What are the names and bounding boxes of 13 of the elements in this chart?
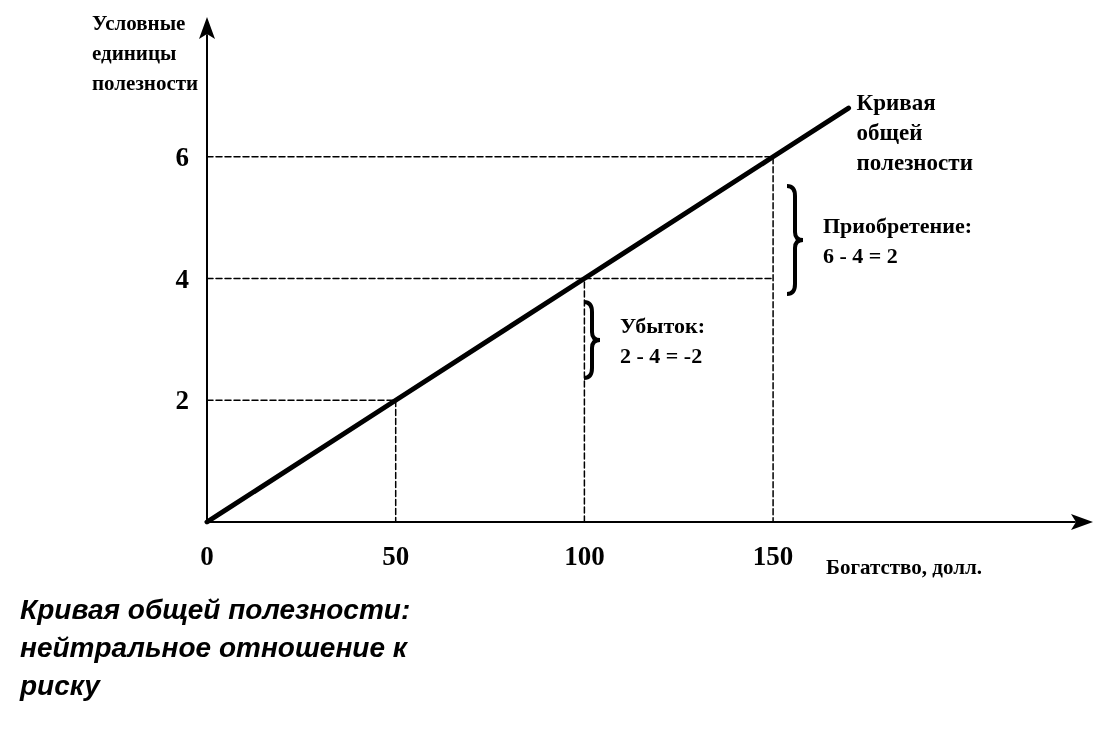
x-tick-label: 50 — [382, 540, 410, 571]
y-tick-label: 6 — [175, 141, 189, 172]
y-tick-label: 2 — [175, 385, 189, 416]
text: Кривая общей полезности: нейтральное отношение к риску — [19, 593, 418, 701]
x-axis-title: Богатство, долл. — [826, 554, 982, 579]
annotation: Убыток: 2 - 4 = -2 — [620, 312, 706, 368]
series-label: Кривая общей полезности — [856, 89, 973, 175]
x-tick-label: 100 — [564, 540, 605, 571]
y-axis-title: Условные единицы полезности — [92, 11, 199, 95]
annotation: Приобретение: 6 - 4 = 2 — [823, 212, 973, 268]
x-tick-label: 0 — [200, 540, 214, 571]
x-tick-label: 150 — [752, 540, 794, 571]
y-tick-label: 4 — [175, 263, 189, 294]
